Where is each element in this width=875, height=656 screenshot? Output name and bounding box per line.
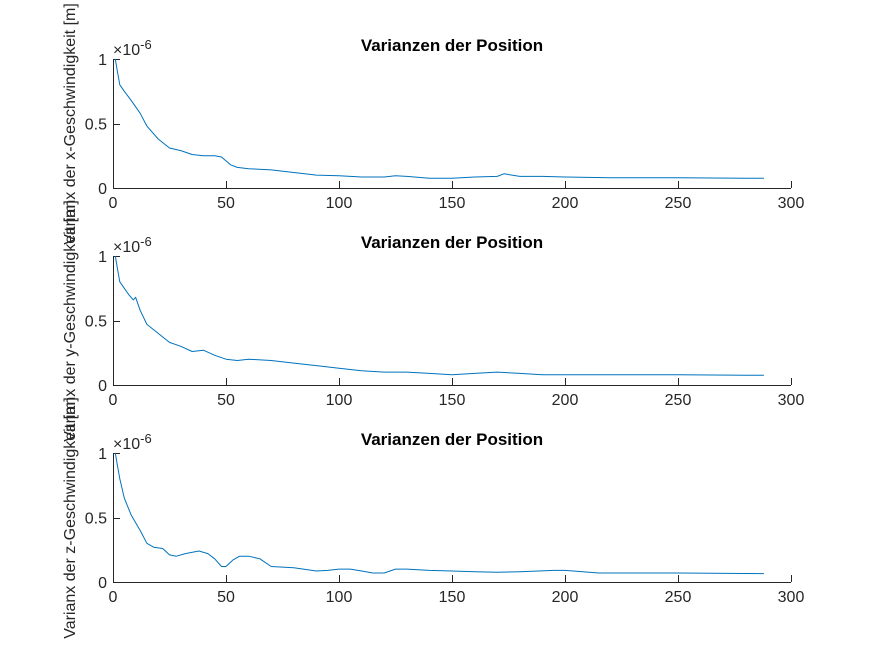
subplot-1-x-tick-label: 150 xyxy=(439,195,466,212)
subplot-3-x-tick-label: 250 xyxy=(665,589,692,606)
subplot-3-x-tick-label: 50 xyxy=(217,589,235,606)
subplot-3-series-line xyxy=(114,452,764,575)
subplot-3-title: Varianzen der Position xyxy=(361,430,543,449)
subplot-2-x-tick-label: 0 xyxy=(109,392,118,409)
subplot-2-x-tick-label: 100 xyxy=(326,392,353,409)
subplot-3-x-tick-label: 0 xyxy=(109,589,118,606)
subplot-2-x-tick-label: 250 xyxy=(665,392,692,409)
subplot-2-x-tick-label: 200 xyxy=(552,392,579,409)
subplot-1-x-tick-label: 250 xyxy=(665,195,692,212)
subplot-2-x-tick-label: 150 xyxy=(439,392,466,409)
subplot-3-ylabel: Varianx der z-Geschwindigkeit [m] xyxy=(62,397,79,639)
subplot-3-y-tick-label: 1 xyxy=(98,446,107,463)
subplot-2-y-ticks: 00.51 xyxy=(85,249,120,395)
subplot-2-title: Varianzen der Position xyxy=(361,233,543,252)
subplot-3-y-ticks: 00.51 xyxy=(85,446,120,592)
subplot-3-y-tick-label: 0 xyxy=(98,575,107,592)
subplot-3-y-tick-label: 0.5 xyxy=(85,511,107,528)
subplot-1-y-multiplier-base: ×10 xyxy=(113,42,140,59)
subplot-3-x-ticks: 0 50 100 150 200 250 300 xyxy=(109,575,805,606)
subplot-1-y-ticks: 00.51 xyxy=(85,52,120,198)
subplot-1-x-ticks: 0 50 100 150 200 250 300 xyxy=(109,181,805,212)
subplot-3-y-multiplier-exponent: -6 xyxy=(140,431,152,446)
subplot-3: Varianzen der Position Varianx der z-Ges… xyxy=(62,397,804,639)
subplot-2-y-tick-label: 1 xyxy=(98,249,107,266)
subplot-2-x-tick-label: 50 xyxy=(217,392,235,409)
subplot-2-y-multiplier-base: ×10 xyxy=(113,239,140,256)
subplot-2-y-multiplier: ×10-6 xyxy=(113,234,152,256)
subplot-2-x-ticks: 0 50 100 150 200 250 300 xyxy=(109,378,805,409)
subplot-3-y-multiplier: ×10-6 xyxy=(113,431,152,453)
subplot-1-y-tick-label: 0.5 xyxy=(85,117,107,134)
subplot-2: Varianzen der Position Varianx der y-Ges… xyxy=(62,200,804,442)
subplot-1-series-line xyxy=(114,58,764,179)
subplot-1-x-tick-label: 0 xyxy=(109,195,118,212)
subplot-2-y-tick-label: 0 xyxy=(98,378,107,395)
subplot-2-y-tick-label: 0.5 xyxy=(85,314,107,331)
subplot-2-series-line xyxy=(114,255,764,376)
subplot-2-y-multiplier-exponent: -6 xyxy=(140,234,152,249)
subplot-3-x-tick-label: 200 xyxy=(552,589,579,606)
subplot-1-x-tick-label: 50 xyxy=(217,195,235,212)
subplot-3-y-multiplier-base: ×10 xyxy=(113,436,140,453)
subplot-1-y-tick-label: 1 xyxy=(98,52,107,69)
subplot-1-y-tick-label: 0 xyxy=(98,181,107,198)
subplot-2-ylabel: Varianx der y-Geschwindigkeit [m] xyxy=(62,200,79,442)
subplot-1-x-tick-label: 200 xyxy=(552,195,579,212)
subplot-2-x-tick-label: 300 xyxy=(778,392,805,409)
subplot-3-x-tick-label: 300 xyxy=(778,589,805,606)
subplot-1-x-tick-label: 100 xyxy=(326,195,353,212)
subplot-1-y-multiplier: ×10-6 xyxy=(113,37,152,59)
subplot-1-x-tick-label: 300 xyxy=(778,195,805,212)
subplot-1-title: Varianzen der Position xyxy=(361,36,543,55)
subplot-3-x-tick-label: 100 xyxy=(326,589,353,606)
subplot-3-x-tick-label: 150 xyxy=(439,589,466,606)
subplot-1-ylabel: Varianx der x-Geschwindigkeit [m] xyxy=(62,3,79,245)
subplot-1-y-multiplier-exponent: -6 xyxy=(140,37,152,52)
subplot-1: Varianzen der Position Varianx der x-Ges… xyxy=(62,3,804,245)
